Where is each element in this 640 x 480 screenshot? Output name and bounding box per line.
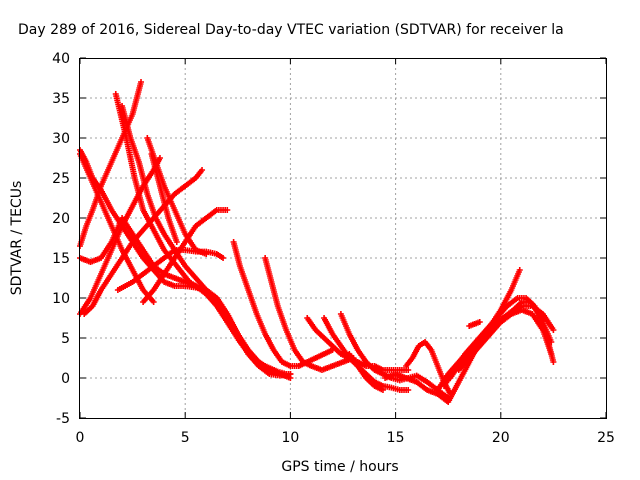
x-tick-label: 5 xyxy=(181,430,190,446)
data-point xyxy=(550,327,557,333)
data-points xyxy=(77,79,557,405)
data-series xyxy=(382,267,523,405)
chart-title: Day 289 of 2016, Sidereal Day-to-day VTE… xyxy=(18,22,564,38)
y-tick-label: 30 xyxy=(52,131,70,147)
data-series xyxy=(346,351,386,393)
y-tick-label: -5 xyxy=(56,411,70,427)
data-series xyxy=(77,215,294,377)
data-point xyxy=(150,299,157,305)
data-series xyxy=(148,151,180,245)
y-tick-label: 35 xyxy=(52,91,70,107)
data-point xyxy=(199,167,206,173)
y-tick-label: 40 xyxy=(52,51,70,67)
y-tick-labels: -5 0 5 10 15 20 25 30 35 40 xyxy=(52,51,70,427)
x-tick-label: 25 xyxy=(597,430,615,446)
data-point xyxy=(220,255,227,261)
y-tick-label: 0 xyxy=(61,371,70,387)
data-series xyxy=(466,319,483,329)
y-tick-label: 25 xyxy=(52,171,70,187)
data-point xyxy=(405,367,412,373)
x-tick-label: 15 xyxy=(387,430,405,446)
data-point xyxy=(516,267,523,273)
data-point xyxy=(224,207,231,213)
x-tick-labels: 0 5 10 15 20 25 xyxy=(76,430,615,446)
data-series xyxy=(230,239,336,369)
data-series xyxy=(455,303,557,373)
data-point xyxy=(173,239,180,245)
x-tick-label: 10 xyxy=(281,430,299,446)
data-series xyxy=(77,155,163,317)
data-point xyxy=(405,387,412,393)
y-tick-label: 20 xyxy=(52,211,70,227)
x-tick-label: 20 xyxy=(492,430,510,446)
data-point xyxy=(156,155,163,161)
y-tick-label: 5 xyxy=(61,331,70,347)
x-tick-label: 0 xyxy=(76,430,85,446)
data-point xyxy=(476,319,483,325)
x-axis-title: GPS time / hours xyxy=(281,459,398,475)
data-point xyxy=(550,359,557,365)
y-tick-label: 10 xyxy=(52,291,70,307)
data-point xyxy=(287,371,294,377)
data-series xyxy=(77,79,145,249)
y-axis-title: SDTVAR / TECUs xyxy=(9,181,25,296)
y-tick-label: 15 xyxy=(52,251,70,267)
data-point xyxy=(379,387,386,393)
data-point xyxy=(203,251,210,257)
data-point xyxy=(138,79,145,85)
plot-frame xyxy=(79,58,607,419)
data-series xyxy=(114,247,227,293)
data-series xyxy=(81,167,206,317)
